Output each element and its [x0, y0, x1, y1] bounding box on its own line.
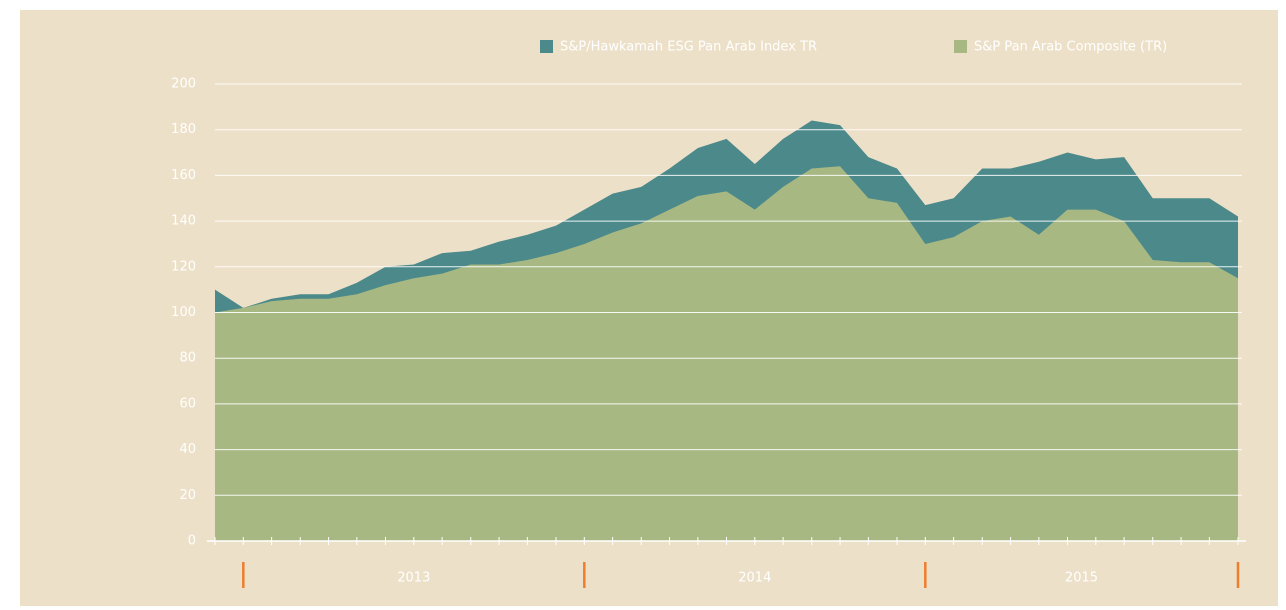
y-tick-label: 0 — [188, 534, 196, 549]
x-tick-label: 2013 — [397, 571, 430, 586]
y-tick-label: 100 — [171, 305, 196, 320]
legend-swatch — [540, 40, 553, 53]
y-tick-label: 200 — [171, 77, 196, 92]
y-tick-label: 20 — [179, 488, 196, 503]
x-tick-label: 2015 — [1065, 571, 1098, 586]
y-tick-label: 40 — [179, 442, 196, 457]
legend-label: S&P Pan Arab Composite (TR) — [974, 40, 1167, 55]
x-tick-label: 2014 — [738, 571, 771, 586]
legend-label: S&P/Hawkamah ESG Pan Arab Index TR — [560, 40, 817, 55]
y-tick-label: 120 — [171, 259, 196, 274]
y-tick-label: 80 — [179, 351, 196, 366]
y-tick-label: 160 — [171, 168, 196, 183]
y-tick-label: 60 — [179, 396, 196, 411]
y-tick-label: 180 — [171, 122, 196, 137]
y-tick-label: 140 — [171, 214, 196, 229]
legend-swatch — [954, 40, 967, 53]
area — [215, 166, 1238, 541]
